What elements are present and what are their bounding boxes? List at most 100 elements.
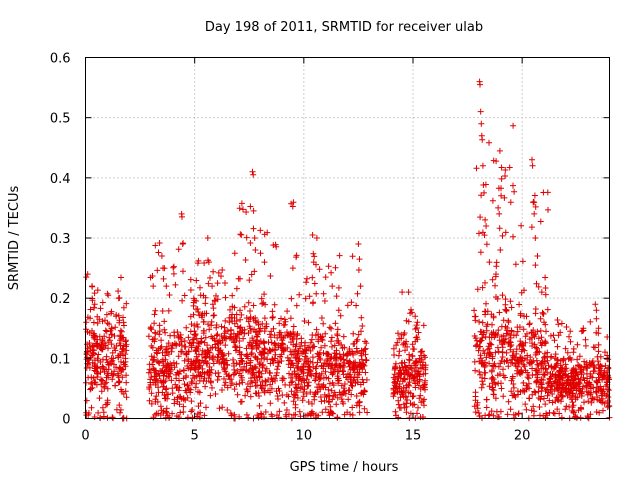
data-point <box>285 393 292 400</box>
data-point <box>495 327 502 334</box>
data-point <box>245 414 252 421</box>
data-point <box>222 294 229 301</box>
data-point <box>590 396 597 403</box>
data-point <box>532 310 539 317</box>
data-point <box>304 383 311 390</box>
data-point <box>538 334 545 341</box>
data-point <box>554 396 561 403</box>
data-point <box>227 382 234 389</box>
data-point <box>562 345 569 352</box>
data-point <box>193 306 200 313</box>
data-point <box>395 397 402 404</box>
data-point <box>548 353 555 360</box>
data-point <box>154 371 161 378</box>
data-point <box>150 283 157 290</box>
data-point <box>151 311 158 318</box>
data-point <box>400 384 407 391</box>
data-point <box>274 412 280 419</box>
data-point <box>536 349 543 356</box>
data-point <box>391 389 398 396</box>
data-point <box>544 392 551 399</box>
data-point <box>104 290 111 297</box>
data-point <box>118 328 125 335</box>
data-point <box>120 314 126 321</box>
data-point <box>472 367 479 374</box>
data-point <box>410 346 416 352</box>
data-point <box>556 368 563 375</box>
data-point <box>282 318 289 325</box>
data-point <box>526 320 533 327</box>
data-point <box>108 360 115 367</box>
data-point <box>419 348 426 355</box>
data-point <box>506 164 513 171</box>
data-point <box>533 280 540 287</box>
data-point <box>530 327 537 334</box>
data-point <box>294 364 301 371</box>
data-point <box>180 367 187 374</box>
data-point <box>196 340 203 347</box>
data-point <box>421 396 428 403</box>
data-point <box>597 383 604 390</box>
data-point <box>477 343 484 350</box>
data-point <box>152 330 159 337</box>
data-point <box>573 381 579 388</box>
data-point <box>502 335 509 342</box>
data-point <box>256 341 263 347</box>
data-point <box>266 331 273 338</box>
data-point <box>501 194 508 201</box>
data-point <box>156 322 163 329</box>
data-point <box>236 380 243 387</box>
data-point <box>403 317 410 324</box>
data-point <box>221 330 228 337</box>
data-point <box>497 247 504 253</box>
data-point <box>313 363 320 370</box>
data-point <box>236 328 243 335</box>
data-point <box>245 318 252 325</box>
data-point <box>157 403 164 410</box>
data-point <box>165 307 172 314</box>
data-point <box>251 268 258 275</box>
data-point <box>188 408 195 415</box>
data-point <box>329 283 336 290</box>
data-point <box>207 274 213 281</box>
data-point <box>319 333 326 340</box>
data-point <box>566 389 573 396</box>
data-point <box>541 319 547 326</box>
data-point <box>237 307 243 314</box>
data-point <box>395 414 402 421</box>
data-point <box>83 319 90 326</box>
data-point <box>200 319 207 325</box>
data-point <box>283 407 290 413</box>
data-point <box>176 394 183 400</box>
data-point <box>256 361 263 368</box>
data-point <box>580 374 587 381</box>
data-point <box>238 231 245 238</box>
data-point <box>583 364 590 371</box>
data-point <box>208 322 215 329</box>
data-point <box>201 260 208 266</box>
data-point <box>160 379 167 386</box>
data-point <box>320 320 327 327</box>
data-point <box>147 376 154 383</box>
data-point <box>199 357 206 364</box>
data-point <box>515 410 522 417</box>
data-point <box>238 200 245 207</box>
data-point <box>352 359 359 366</box>
data-point <box>353 338 360 345</box>
data-point <box>90 375 97 381</box>
data-point <box>185 334 192 341</box>
data-point <box>116 366 123 372</box>
data-point <box>158 253 165 259</box>
data-point <box>595 387 602 394</box>
data-point <box>600 372 607 379</box>
data-point <box>233 285 240 292</box>
data-point <box>98 388 105 395</box>
data-point <box>340 371 347 378</box>
data-point <box>537 396 544 403</box>
data-point <box>518 289 525 296</box>
data-point <box>420 359 426 366</box>
data-point <box>203 404 209 411</box>
data-point <box>318 315 325 321</box>
data-point <box>188 378 195 385</box>
data-point <box>477 81 483 88</box>
